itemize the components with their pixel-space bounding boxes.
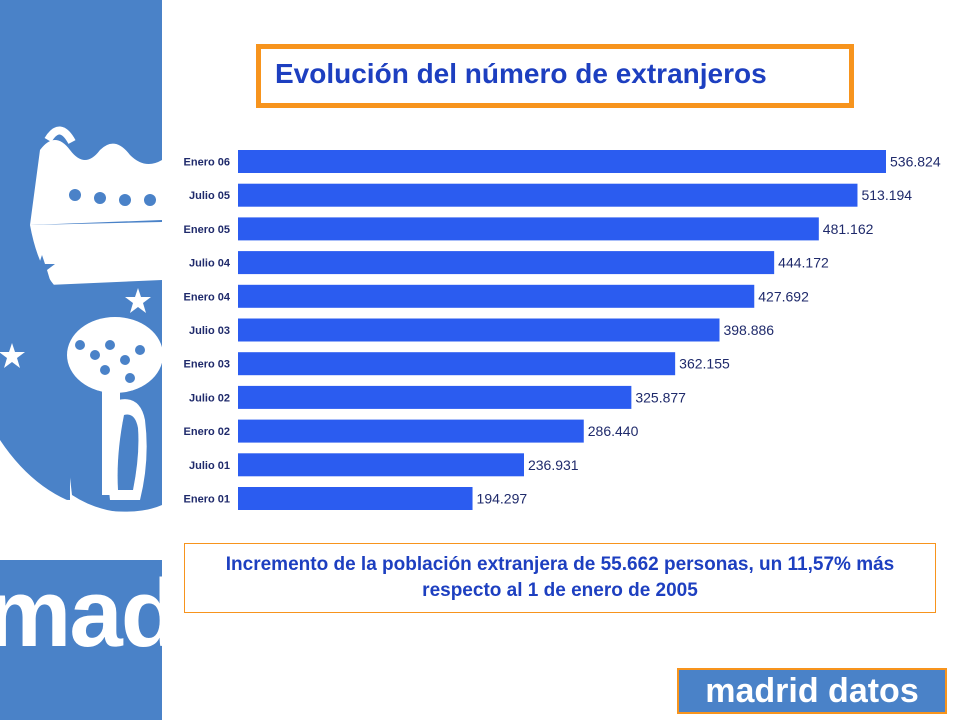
category-label: Julio 03 <box>189 325 230 337</box>
bar <box>238 217 819 241</box>
bar <box>238 150 886 173</box>
bar <box>238 453 524 477</box>
bar <box>238 183 858 207</box>
value-label: 236.931 <box>528 457 579 473</box>
bar-chart: Enero 06 536.824 Julio 05 513.194 Enero 05 48… <box>184 150 941 510</box>
value-label: 194.297 <box>477 491 528 507</box>
value-label: 398.886 <box>723 322 774 338</box>
category-label: Julio 05 <box>189 190 230 202</box>
bar <box>238 419 584 443</box>
value-label: 444.172 <box>778 255 829 271</box>
bar <box>238 352 676 376</box>
category-label: Julio 01 <box>189 460 230 472</box>
value-label: 536.824 <box>890 154 941 170</box>
logo-text: madrid datos <box>705 671 919 710</box>
category-label: Julio 04 <box>189 258 231 270</box>
value-label: 362.155 <box>679 356 730 372</box>
bar <box>238 284 755 308</box>
bar <box>238 385 632 409</box>
bar <box>238 251 775 275</box>
category-label: Julio 02 <box>189 392 230 404</box>
bar <box>238 318 720 342</box>
madrid-coat-of-arms-icon <box>0 126 162 560</box>
category-label: Enero 05 <box>184 224 230 236</box>
value-label: 481.162 <box>823 221 874 237</box>
value-label: 325.877 <box>635 389 686 405</box>
category-label: Enero 04 <box>184 291 231 303</box>
title-box: Evolución del número de extranjeros <box>256 44 854 108</box>
category-label: Enero 03 <box>184 359 230 371</box>
summary-text: Incremento de la población extranjera de… <box>225 554 895 601</box>
category-label: Enero 06 <box>184 157 230 169</box>
bar <box>238 487 473 510</box>
value-label: 286.440 <box>588 423 639 439</box>
value-label: 513.194 <box>861 187 912 203</box>
sidebar-watermark-text: madrid <box>0 560 162 667</box>
page-title: Evolución del número de extranjeros <box>275 58 767 89</box>
value-label: 427.692 <box>758 288 809 304</box>
sidebar-banner: madrid <box>0 0 162 720</box>
summary-box: Incremento de la población extranjera de… <box>184 543 936 613</box>
category-label: Enero 02 <box>184 426 230 438</box>
category-label: Enero 01 <box>184 494 230 506</box>
madrid-datos-logo: madrid datos <box>677 668 947 714</box>
